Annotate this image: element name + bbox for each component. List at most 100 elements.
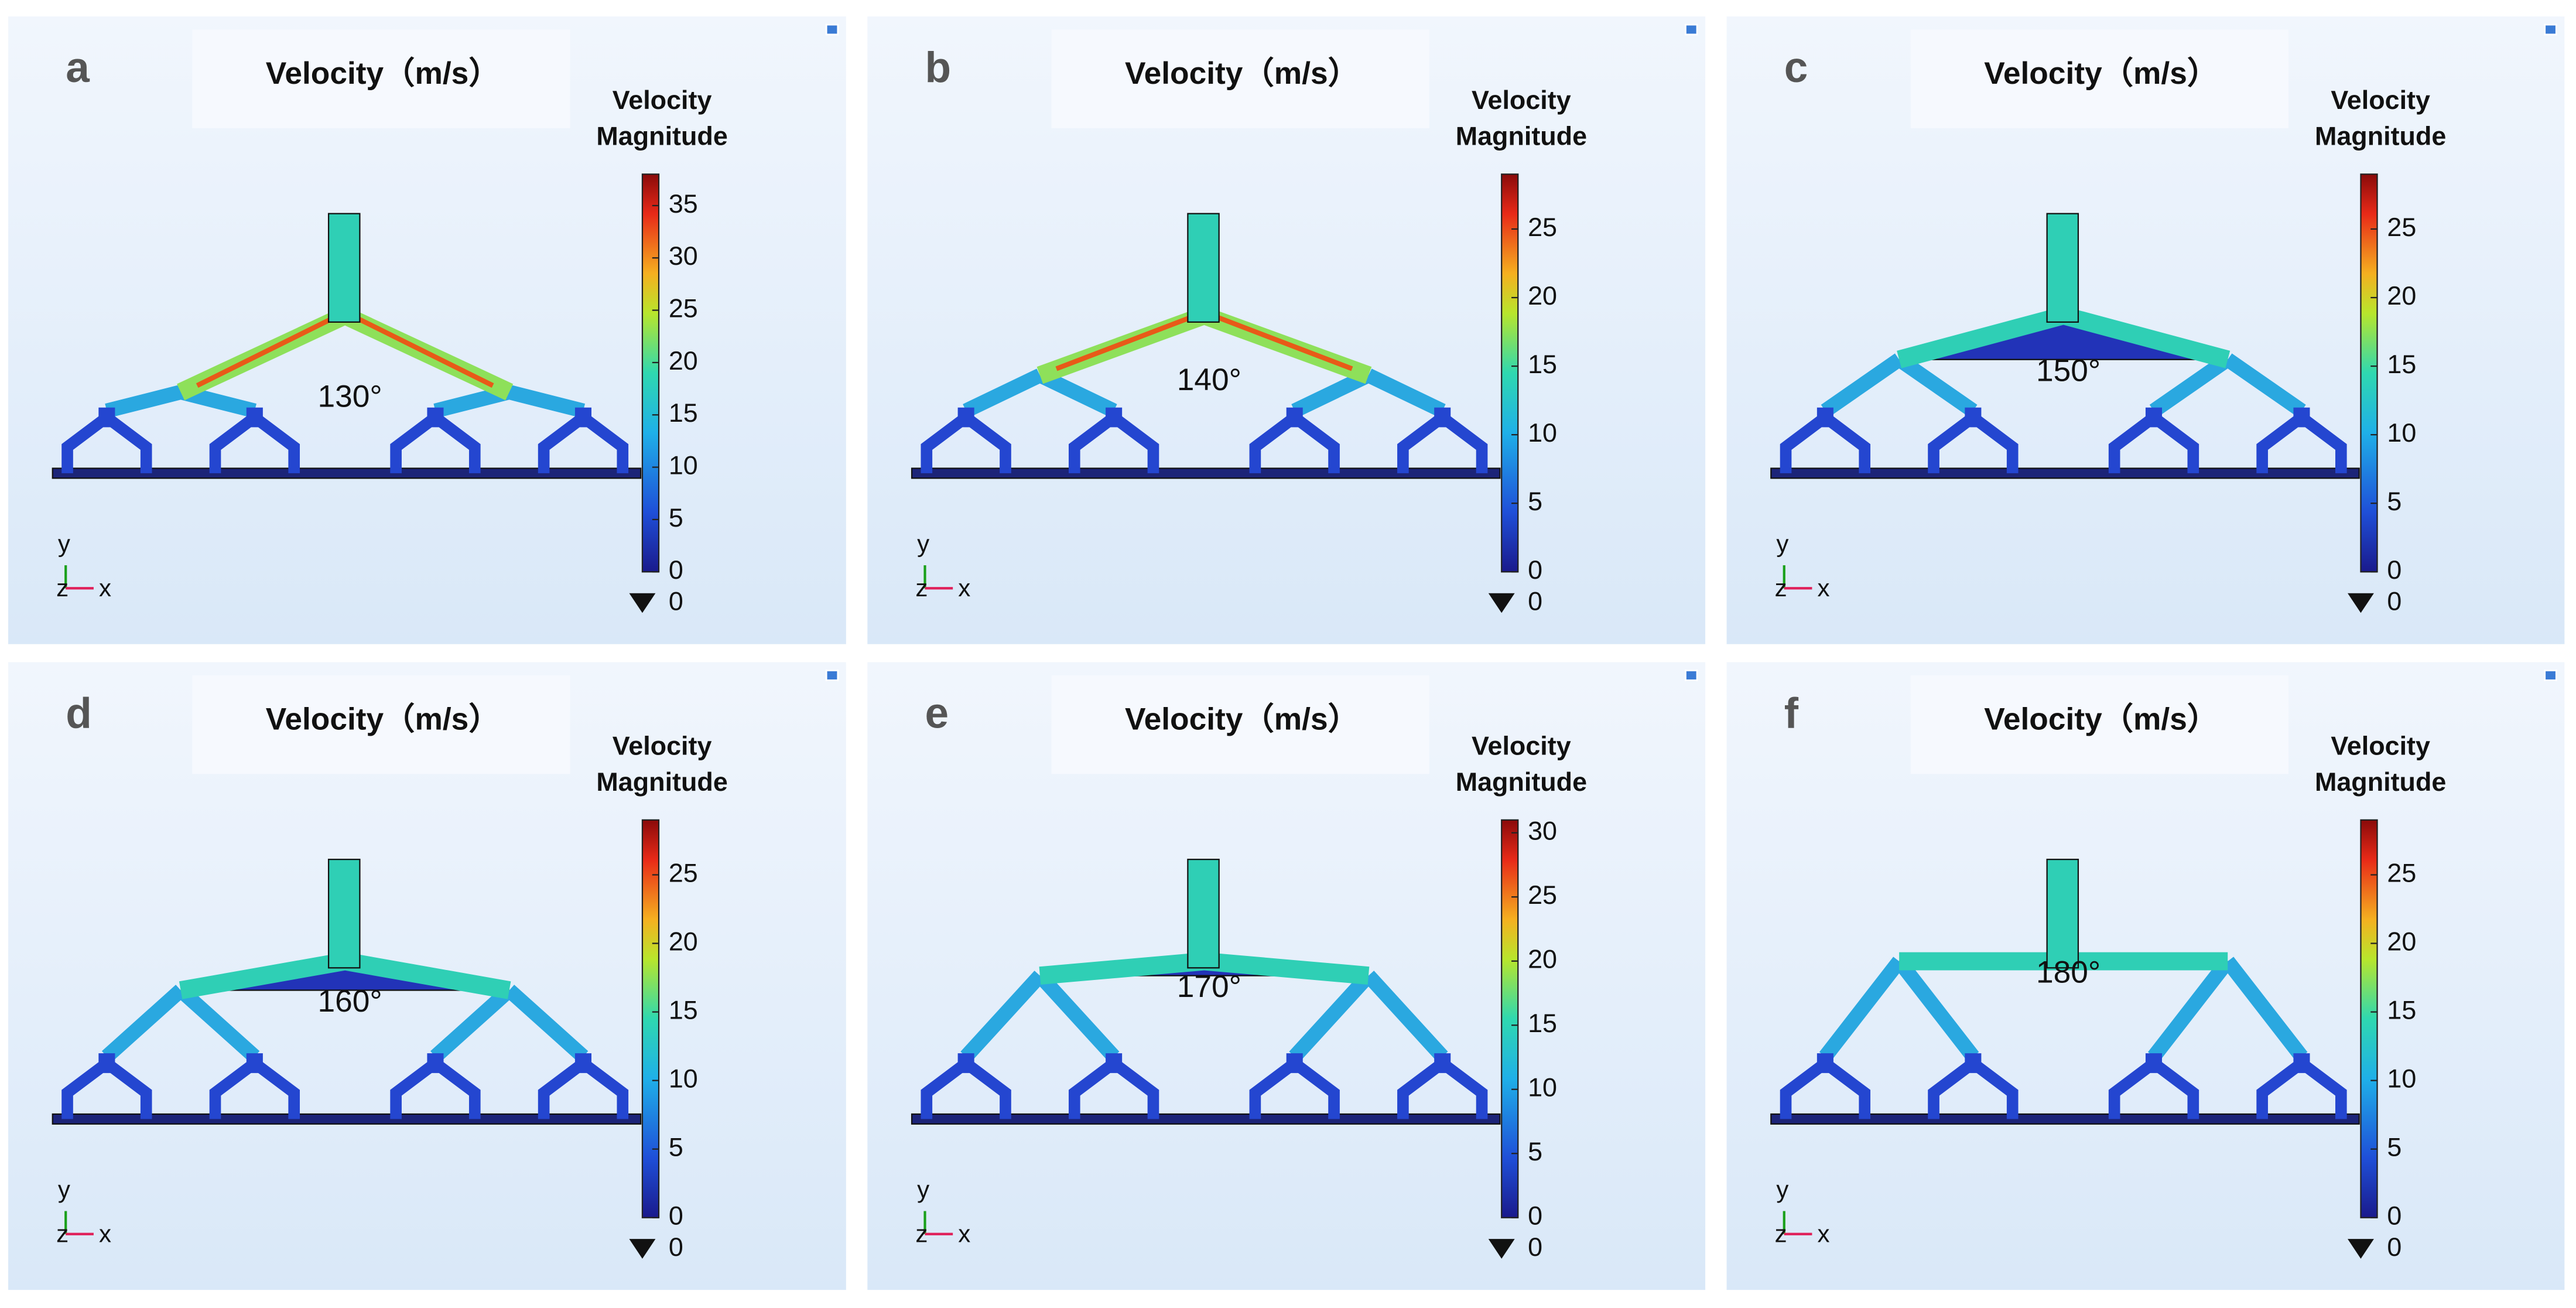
triad-label: z <box>1775 1220 1787 1248</box>
panel-label: a <box>66 44 90 91</box>
corner-icon <box>825 670 839 681</box>
legend-title: Magnitude <box>2315 767 2446 797</box>
colorbar-tick-label: 15 <box>669 398 698 428</box>
inlet <box>1187 859 1220 969</box>
colorbar-tick-label: 20 <box>1528 944 1557 974</box>
base-channel <box>52 1113 642 1125</box>
base-channel <box>52 467 642 479</box>
title-box <box>1051 675 1429 774</box>
colorbar-tick-label: 20 <box>1528 281 1557 310</box>
panel-title: Velocity（m/s） <box>1125 702 1359 737</box>
colorbar-tick-label: 5 <box>1528 486 1542 516</box>
corner-icon <box>1685 670 1698 681</box>
panel: e Velocity（m/s） Velocity Magnitude 170° 0 5 10 1… <box>867 662 1706 1290</box>
channel <box>507 385 586 418</box>
legend-title: Magnitude <box>1456 121 1587 151</box>
triad-label: x <box>99 574 111 602</box>
min-marker-triangle <box>1488 593 1515 613</box>
channel <box>960 971 1046 1062</box>
channel <box>2222 957 2308 1061</box>
panel: b Velocity（m/s） Velocity Magnitude 140° 0 5 10 1… <box>867 16 1706 644</box>
inlet <box>327 213 361 323</box>
colorbar-tick-label: 25 <box>1528 212 1557 242</box>
min-marker-label: 0 <box>1528 586 1542 616</box>
legend-title: Magnitude <box>596 767 727 797</box>
colorbar-tick-label: 15 <box>1528 349 1557 379</box>
colorbar-tick-label: 30 <box>669 241 698 271</box>
colorbar-tick-label: 0 <box>669 555 683 585</box>
min-marker-label: 0 <box>2387 1232 2401 1262</box>
title-box <box>192 675 570 774</box>
colorbar-tick-label: 30 <box>1528 816 1557 846</box>
colorbar-tick-label: 5 <box>669 503 683 532</box>
colorbar-tick-label: 10 <box>669 1063 698 1093</box>
min-marker-triangle <box>2348 593 2374 613</box>
triad-label: z <box>1775 574 1787 602</box>
min-marker-label: 0 <box>669 1232 683 1262</box>
inlet <box>2046 213 2079 323</box>
corner-icon <box>825 23 839 36</box>
channel <box>1821 353 1904 417</box>
angle-label: 150° <box>2036 353 2101 388</box>
title-box <box>1910 29 2289 128</box>
triad-label: x <box>958 574 970 602</box>
colorbar-tick-label: 5 <box>1528 1136 1542 1166</box>
triad-label: y <box>917 530 929 557</box>
colorbar-tick-label: 25 <box>1528 880 1557 910</box>
channel <box>2223 353 2306 417</box>
colorbar <box>1501 819 1519 1218</box>
inlet <box>1187 213 1220 323</box>
colorbar-tick-label: 5 <box>669 1132 683 1162</box>
colorbar-tick-label: 0 <box>669 1201 683 1231</box>
base-channel <box>911 1113 1501 1125</box>
colorbar-tick-label: 20 <box>669 346 698 375</box>
colorbar <box>641 173 660 573</box>
panel-title: Velocity（m/s） <box>1125 56 1359 91</box>
panel-title: Velocity（m/s） <box>266 702 500 737</box>
colorbar-tick-label: 25 <box>669 293 698 323</box>
title-box <box>192 29 570 128</box>
min-marker-label: 0 <box>1528 1232 1542 1262</box>
legend-title: Velocity <box>613 85 712 115</box>
triad-label: x <box>958 1220 970 1248</box>
channel <box>105 385 183 418</box>
colorbar-tick-label: 0 <box>1528 555 1542 585</box>
corner-icon <box>1685 23 1698 36</box>
colorbar-tick-label: 0 <box>2387 555 2401 585</box>
channel <box>963 368 1044 418</box>
panel-label: c <box>1784 44 1808 91</box>
channel <box>1289 971 1374 1062</box>
panel: c Velocity（m/s） Velocity Magnitude 150° 0 5 10 1… <box>1726 16 2565 644</box>
colorbar-tick-label: 20 <box>2387 926 2416 956</box>
panel: f Velocity（m/s） Velocity Magnitude 180° 0 5 10 1… <box>1726 662 2565 1290</box>
min-marker-triangle <box>1488 1239 1515 1259</box>
title-box <box>1910 675 2289 774</box>
channel <box>2148 957 2234 1061</box>
legend-title: Velocity <box>1472 85 1571 115</box>
title-box <box>1051 29 1429 128</box>
channel <box>430 985 515 1063</box>
colorbar-tick-label: 20 <box>2387 281 2416 310</box>
triad-label: z <box>915 1220 928 1248</box>
triad-label: x <box>1818 1220 1830 1248</box>
base-channel <box>911 467 1501 479</box>
inlet <box>2046 859 2079 969</box>
base-channel <box>1770 467 2360 479</box>
legend-title: Velocity <box>1472 730 1571 760</box>
channel <box>504 985 589 1063</box>
channel <box>176 985 260 1063</box>
min-marker-triangle <box>629 593 656 613</box>
legend-title: Velocity <box>2331 730 2430 760</box>
min-marker-label: 0 <box>2387 586 2401 616</box>
legend-title: Velocity <box>2331 85 2430 115</box>
channel <box>2149 353 2232 417</box>
colorbar-tick-label: 20 <box>669 926 698 956</box>
triad-label: y <box>1776 1176 1788 1203</box>
angle-label: 170° <box>1177 969 1241 1004</box>
colorbar-tick-label: 10 <box>2387 418 2416 448</box>
panel-title: Velocity（m/s） <box>1984 702 2218 737</box>
triad-label: y <box>58 530 70 557</box>
triad-label: z <box>915 574 928 602</box>
colorbar-tick-label: 10 <box>2387 1063 2416 1093</box>
